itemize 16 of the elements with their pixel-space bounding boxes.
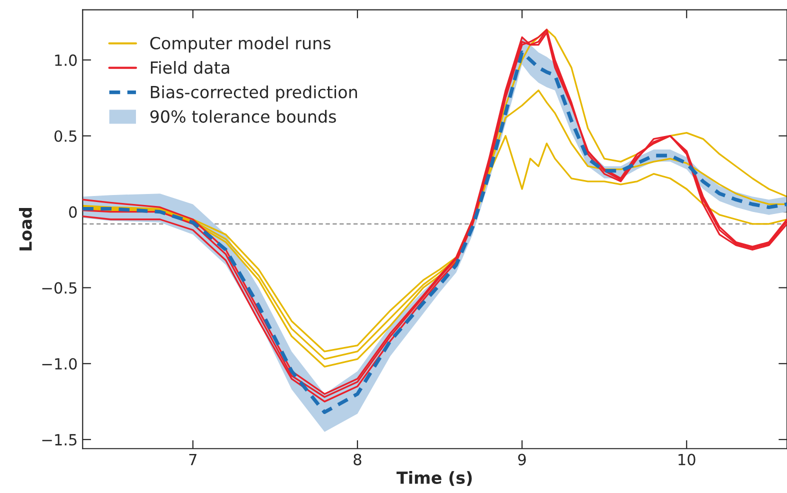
y-tick-label: −1.5 [42, 434, 76, 446]
x-axis-title: Time (s) [396, 471, 472, 486]
legend-label: Computer model runs [150, 36, 330, 53]
y-tick-label: 0 [69, 206, 77, 218]
y-tick-label: −0.5 [42, 282, 76, 294]
y-tick-label: −1.0 [42, 358, 77, 370]
x-tick-label: 8 [354, 454, 362, 466]
y-axis-title: Load [18, 208, 32, 250]
legend-label: Bias-corrected prediction [150, 85, 357, 102]
x-tick-label: 9 [518, 454, 526, 466]
y-tick-label: 1.0 [55, 54, 77, 66]
x-tick-label: 7 [189, 454, 196, 466]
legend-label: Field data [150, 60, 230, 74]
x-tick-label: 10 [678, 454, 696, 466]
annotation: 90% tolerance bounds [150, 110, 336, 123]
y-tick-label: 0.5 [54, 130, 76, 142]
